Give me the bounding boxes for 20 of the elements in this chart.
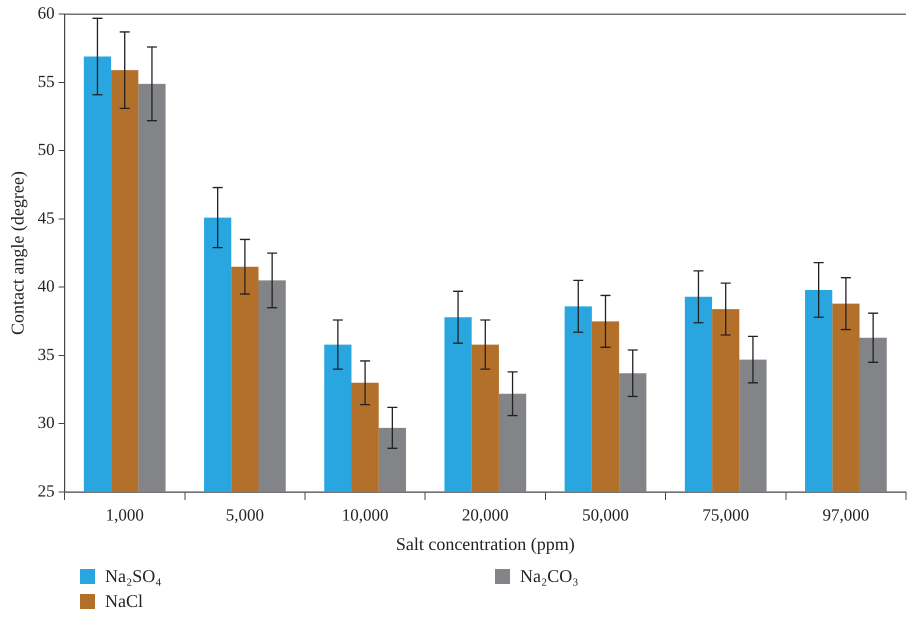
y-tick-label: 45 (38, 208, 55, 228)
y-tick-label: 30 (38, 413, 55, 432)
x-tick-label: 5,000 (226, 506, 264, 525)
x-tick-label: 20,000 (462, 506, 509, 525)
y-tick-label: 25 (38, 481, 55, 500)
y-tick-label: 35 (38, 344, 55, 364)
x-tick-label: 1,000 (106, 506, 144, 525)
y-tick-label: 40 (38, 276, 55, 296)
y-tick-label: 50 (38, 140, 55, 160)
x-axis-title: Salt concentration (ppm) (396, 534, 575, 554)
y-tick-label: 55 (38, 72, 55, 91)
x-tick-label: 97,000 (822, 506, 870, 525)
y-tick-label: 60 (38, 4, 55, 23)
x-tick-label: 75,000 (702, 506, 750, 525)
legend-label: NaCl (105, 591, 143, 612)
x-tick-label: 10,000 (342, 506, 388, 525)
x-tick-label: 50,000 (582, 506, 629, 525)
legend-label: Na₂CO₃ (520, 566, 579, 587)
y-axis-title: Contact angle (degree) (8, 171, 28, 336)
legend-label: Na₂SO₄ (105, 566, 162, 587)
